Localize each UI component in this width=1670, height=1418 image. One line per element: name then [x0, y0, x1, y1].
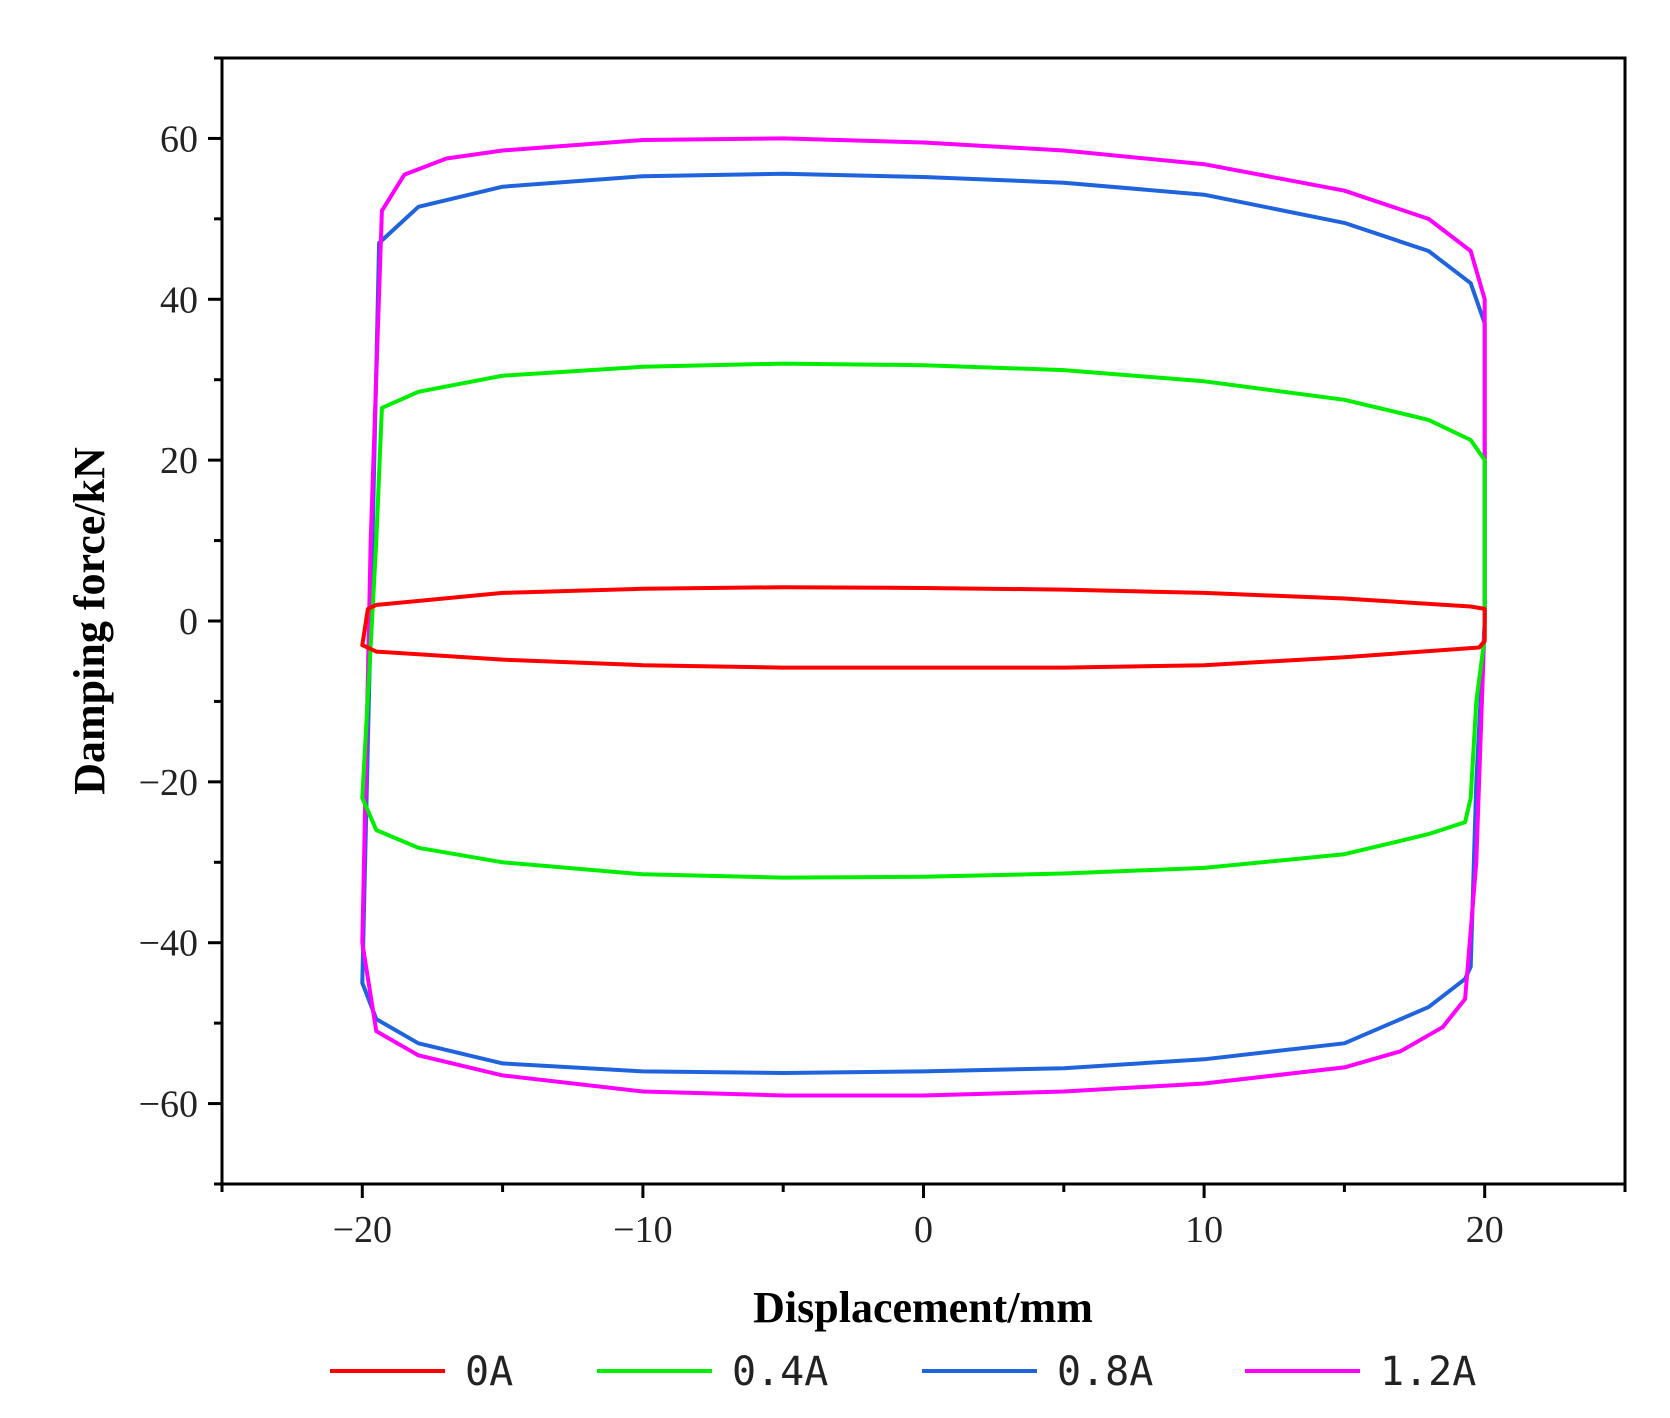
x-tick-label: 0: [914, 1209, 933, 1251]
x-axis: −20 −10 0 10 20: [220, 1184, 1627, 1251]
series-layer: [360, 136, 1487, 1098]
legend-label: 0A: [465, 1349, 513, 1395]
legend: 0A 0.4A 0.8A 1.2A: [330, 1349, 1476, 1395]
y-axis-title: Damping force/kN: [65, 447, 114, 795]
series-line-0-4A: [360, 361, 1487, 880]
y-tick-label: 0: [179, 601, 198, 643]
legend-label: 0.8A: [1057, 1349, 1153, 1395]
y-tick-label: −60: [139, 1084, 198, 1126]
x-tick-label: 10: [1185, 1209, 1223, 1251]
x-tick-label: 20: [1466, 1209, 1504, 1251]
series-line-0-8A: [360, 171, 1487, 1075]
series-line-1-2A: [360, 136, 1487, 1098]
x-tick-label: −10: [613, 1209, 672, 1251]
y-tick-label: 20: [160, 440, 198, 482]
y-tick-label: 60: [160, 118, 198, 160]
x-axis-title: Displacement/mm: [753, 1283, 1093, 1332]
series-line-0A: [360, 585, 1487, 670]
y-tick-label: 40: [160, 279, 198, 321]
y-tick-label: −40: [139, 923, 198, 965]
y-tick-label: −20: [139, 762, 198, 804]
y-axis: −60 −40 −20 0 20 40 60: [139, 56, 222, 1186]
x-tick-label: −20: [333, 1209, 392, 1251]
legend-label: 0.4A: [732, 1349, 828, 1395]
legend-label: 1.2A: [1380, 1349, 1476, 1395]
